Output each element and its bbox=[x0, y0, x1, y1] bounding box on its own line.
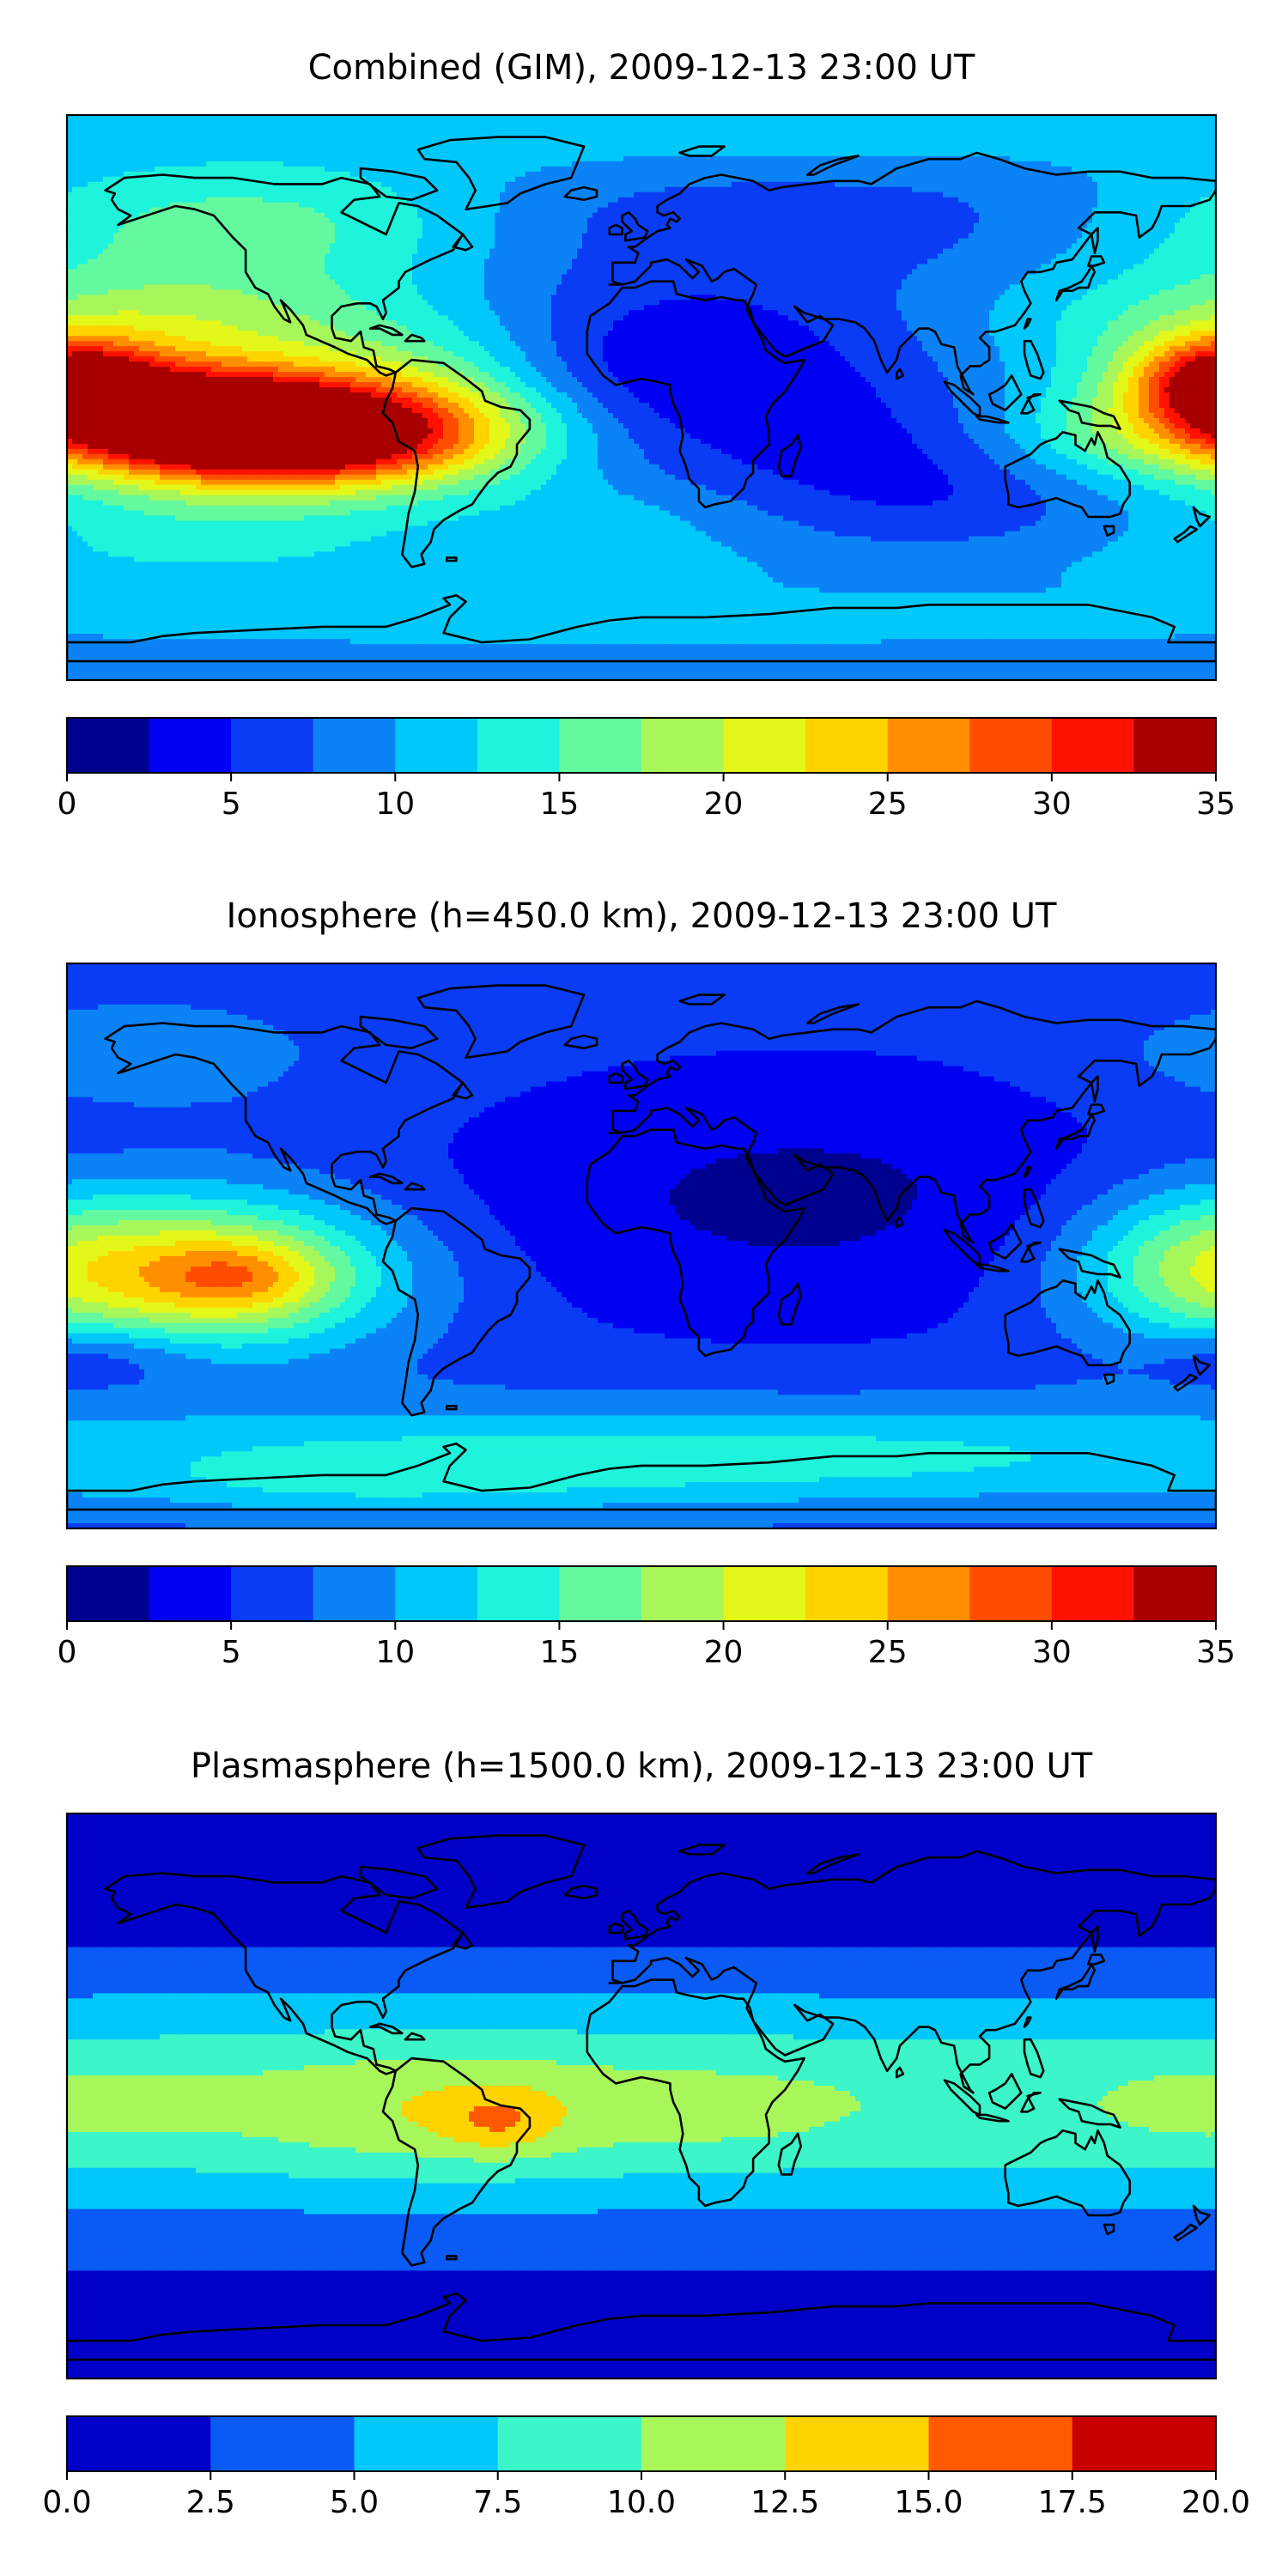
colorbar-tick-label: 35 bbox=[1196, 1635, 1236, 1670]
panel-2: Ionosphere (h=450.0 km), 2009-12-13 23:0… bbox=[58, 896, 1236, 1670]
colorbar-segment bbox=[1133, 1566, 1216, 1621]
panel-1: Combined (GIM), 2009-12-13 23:00 UT 0 5 10 1… bbox=[58, 48, 1236, 822]
colorbar-tick-label: 30 bbox=[1032, 787, 1072, 822]
contour-field bbox=[67, 115, 1217, 681]
colorbar-tick-label: 5.0 bbox=[330, 2485, 379, 2520]
colorbar-tick-label: 5 bbox=[222, 787, 241, 822]
colorbar-segment bbox=[395, 1566, 477, 1621]
contour-field bbox=[67, 1814, 1217, 2379]
colorbar-tick-label: 7.5 bbox=[473, 2485, 522, 2520]
panel-3: Plasmasphere (h=1500.0 km), 2009-12-13 2… bbox=[42, 1747, 1250, 2520]
colorbar-segment bbox=[67, 718, 149, 773]
colorbar-segment bbox=[477, 718, 560, 773]
colorbar-segment bbox=[805, 718, 888, 773]
colorbar-segment bbox=[641, 718, 724, 773]
colorbar-segment bbox=[1052, 1566, 1134, 1621]
colorbar-segment bbox=[969, 1566, 1052, 1621]
colorbar-segment bbox=[785, 2416, 929, 2471]
colorbar-tick-label: 20 bbox=[704, 787, 744, 822]
colorbar-segment bbox=[67, 1566, 149, 1621]
colorbar-tick-label: 25 bbox=[868, 787, 908, 822]
colorbar-tick-label: 20.0 bbox=[1182, 2485, 1250, 2520]
colorbar-segment bbox=[67, 2416, 211, 2471]
colorbar-tick-label: 35 bbox=[1196, 787, 1236, 822]
colorbar-segment bbox=[641, 1566, 724, 1621]
colorbar-segment bbox=[149, 718, 232, 773]
colorbar-segment bbox=[1052, 718, 1134, 773]
colorbar-segment bbox=[477, 1566, 560, 1621]
colorbar-tick-label: 5 bbox=[222, 1635, 241, 1670]
colorbar-tick-label: 12.5 bbox=[750, 2485, 819, 2520]
colorbar-segment bbox=[929, 2416, 1073, 2471]
colorbar: 0 5 10 15 20 25 30 35 bbox=[58, 718, 1236, 822]
colorbar-segment bbox=[724, 718, 806, 773]
colorbar-tick-label: 15 bbox=[540, 1635, 580, 1670]
colorbar-segment bbox=[969, 718, 1052, 773]
colorbar-tick-label: 17.5 bbox=[1038, 2485, 1107, 2520]
colorbar-segment bbox=[1072, 2416, 1217, 2471]
colorbar-segment bbox=[1133, 718, 1216, 773]
colorbar-segment bbox=[559, 718, 641, 773]
colorbar-segment bbox=[888, 718, 970, 773]
colorbar-segment bbox=[888, 1566, 970, 1621]
colorbar-tick-label: 0 bbox=[58, 787, 77, 822]
colorbar-tick-label: 15.0 bbox=[894, 2485, 963, 2520]
colorbar-tick-label: 10 bbox=[375, 787, 415, 822]
colorbar-tick-label: 2.5 bbox=[186, 2485, 235, 2520]
panel-title: Combined (GIM), 2009-12-13 23:00 UT bbox=[308, 48, 975, 88]
colorbar-segment bbox=[231, 1566, 313, 1621]
colorbar-tick-label: 25 bbox=[868, 1635, 908, 1670]
colorbar-tick-label: 0 bbox=[58, 1635, 77, 1670]
colorbar-segment bbox=[355, 2416, 499, 2471]
contour-field bbox=[67, 963, 1217, 1529]
colorbar-segment bbox=[805, 1566, 888, 1621]
colorbar-tick-label: 30 bbox=[1032, 1635, 1072, 1670]
colorbar-segment bbox=[210, 2416, 355, 2471]
colorbar-tick-label: 10.0 bbox=[607, 2485, 676, 2520]
colorbar: 0 5 10 15 20 25 30 35 bbox=[58, 1566, 1236, 1670]
colorbar-tick-label: 0.0 bbox=[42, 2485, 91, 2520]
colorbar-segment bbox=[313, 1566, 396, 1621]
colorbar-segment bbox=[313, 718, 396, 773]
panel-title: Ionosphere (h=450.0 km), 2009-12-13 23:0… bbox=[227, 896, 1057, 936]
colorbar-tick-label: 10 bbox=[375, 1635, 415, 1670]
colorbar-segment bbox=[724, 1566, 806, 1621]
colorbar-tick-label: 20 bbox=[704, 1635, 744, 1670]
colorbar-tick-label: 15 bbox=[540, 787, 580, 822]
colorbar-segment bbox=[395, 718, 477, 773]
colorbar-segment bbox=[231, 718, 313, 773]
panel-title: Plasmasphere (h=1500.0 km), 2009-12-13 2… bbox=[191, 1747, 1093, 1786]
colorbar-segment bbox=[149, 1566, 232, 1621]
colorbar-segment bbox=[641, 2416, 786, 2471]
colorbar: 0.0 2.5 5.0 7.5 10.0 12.5 15.0 17.5 20.0 bbox=[42, 2416, 1250, 2520]
colorbar-segment bbox=[498, 2416, 642, 2471]
colorbar-segment bbox=[559, 1566, 641, 1621]
